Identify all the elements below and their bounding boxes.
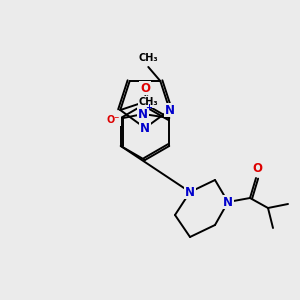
Text: CH₃: CH₃ bbox=[139, 53, 158, 63]
Text: N: N bbox=[223, 196, 233, 208]
Text: N: N bbox=[165, 103, 175, 116]
Text: CH₃: CH₃ bbox=[139, 97, 158, 107]
Text: O: O bbox=[140, 82, 150, 94]
Text: N: N bbox=[140, 122, 150, 134]
Text: O⁻: O⁻ bbox=[106, 115, 120, 125]
Text: O: O bbox=[252, 163, 262, 176]
Text: N: N bbox=[185, 185, 195, 199]
Text: N: N bbox=[138, 107, 148, 121]
Text: +: + bbox=[145, 103, 152, 112]
